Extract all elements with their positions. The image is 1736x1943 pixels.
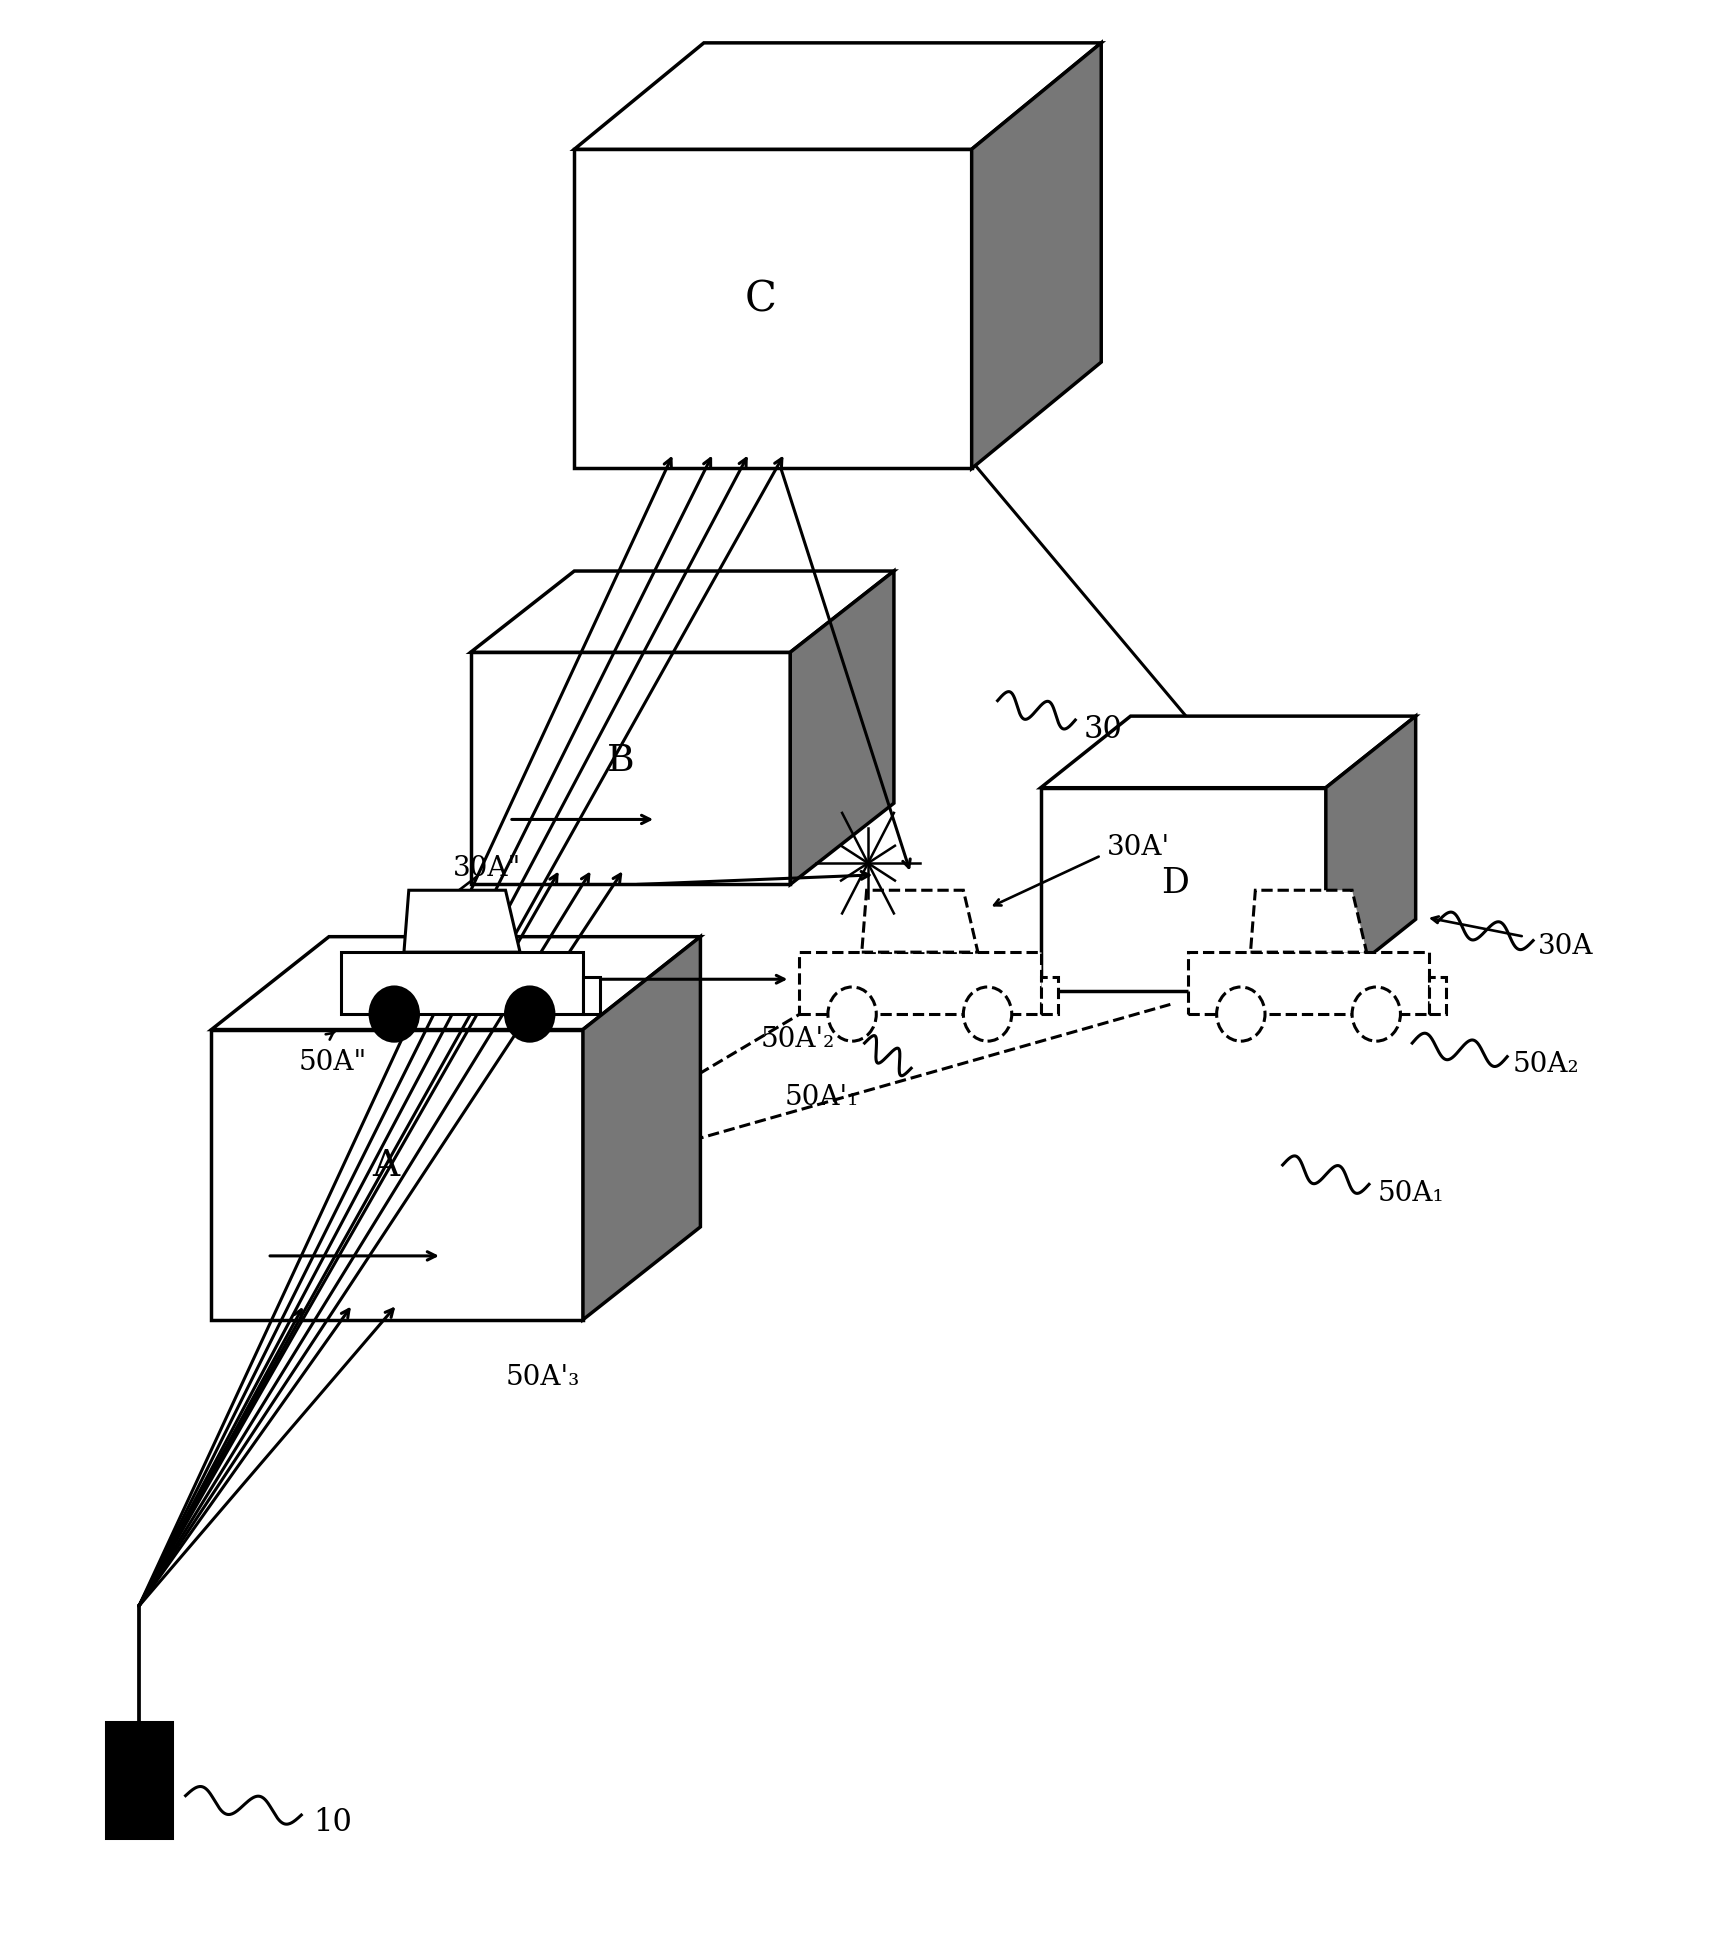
Text: 50A'₁: 50A'₁ <box>785 1084 859 1111</box>
Text: B: B <box>608 744 635 779</box>
Circle shape <box>963 987 1012 1041</box>
Polygon shape <box>1042 717 1415 787</box>
Polygon shape <box>790 571 894 884</box>
Polygon shape <box>470 653 790 884</box>
Polygon shape <box>1042 977 1057 1014</box>
Text: C: C <box>745 278 778 321</box>
Polygon shape <box>583 977 601 1014</box>
Text: 50A₁: 50A₁ <box>1378 1181 1444 1207</box>
Polygon shape <box>861 890 977 952</box>
Text: 50A": 50A" <box>299 1049 366 1076</box>
Polygon shape <box>106 1721 172 1838</box>
Text: 30A': 30A' <box>1106 834 1170 861</box>
Text: 50A'₂: 50A'₂ <box>760 1026 835 1053</box>
Text: D: D <box>1161 867 1189 900</box>
Text: 50A'₃: 50A'₃ <box>505 1364 580 1391</box>
Polygon shape <box>470 571 894 653</box>
Circle shape <box>1352 987 1401 1041</box>
Polygon shape <box>340 952 583 1014</box>
Text: 50A₂: 50A₂ <box>1512 1051 1580 1078</box>
Text: 30A: 30A <box>1538 933 1594 960</box>
Polygon shape <box>575 43 1101 150</box>
Polygon shape <box>404 890 521 952</box>
Polygon shape <box>575 150 972 468</box>
Polygon shape <box>212 1030 583 1319</box>
Circle shape <box>828 987 877 1041</box>
Text: A: A <box>373 1148 399 1183</box>
Polygon shape <box>1250 890 1366 952</box>
Polygon shape <box>212 937 700 1030</box>
Polygon shape <box>1429 977 1446 1014</box>
Circle shape <box>370 987 418 1041</box>
Polygon shape <box>583 937 700 1319</box>
Polygon shape <box>799 952 1042 1014</box>
Text: 30A": 30A" <box>453 855 521 882</box>
Polygon shape <box>1326 717 1415 991</box>
Polygon shape <box>1187 952 1429 1014</box>
Circle shape <box>505 987 554 1041</box>
Text: 10: 10 <box>314 1807 352 1838</box>
Text: 30: 30 <box>1083 715 1123 746</box>
Polygon shape <box>972 43 1101 468</box>
Circle shape <box>1217 987 1266 1041</box>
Polygon shape <box>1042 787 1326 991</box>
